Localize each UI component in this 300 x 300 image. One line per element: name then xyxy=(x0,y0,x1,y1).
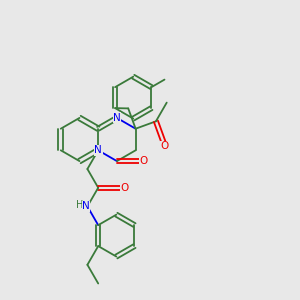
Text: O: O xyxy=(120,183,128,193)
Text: N: N xyxy=(94,145,102,155)
Text: O: O xyxy=(139,156,147,166)
Text: N: N xyxy=(113,113,121,123)
Text: N: N xyxy=(82,201,90,212)
Text: H: H xyxy=(76,200,84,210)
Text: O: O xyxy=(160,141,169,152)
